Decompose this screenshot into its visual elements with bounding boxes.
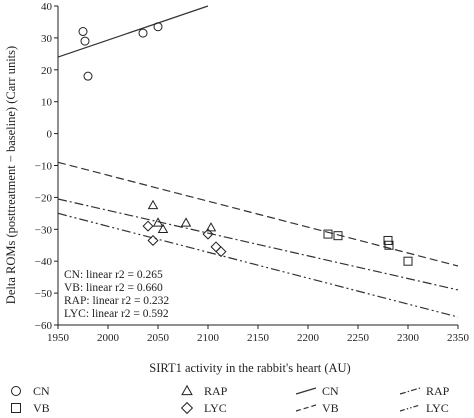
x-tick-label: 2250 <box>347 332 370 344</box>
fit-line-lyc <box>57 212 459 318</box>
x-ticks: 1950 2000 2050 2100 2150 2200 2250 2300 2350 <box>47 325 470 344</box>
point-vb <box>323 229 333 239</box>
y-axis-label: Delta ROMs (posttreatment − baseline) (C… <box>4 46 18 304</box>
point-vb <box>384 240 394 250</box>
legend-label: RAP <box>204 384 228 398</box>
point-lyc <box>142 220 154 232</box>
point-lyc <box>210 241 222 253</box>
fit-annotation: LYC: linear r2 = 0.592 <box>64 308 169 320</box>
legend-marker-lyc <box>180 401 194 415</box>
fit-lines <box>57 5 459 318</box>
y-tick-label: 30 <box>41 33 53 45</box>
y-tick-label: −60 <box>35 320 53 332</box>
x-tick-label: 2050 <box>147 332 170 344</box>
point-rap <box>147 199 159 210</box>
point-lyc <box>147 234 159 246</box>
x-tick-label: 2350 <box>447 332 470 344</box>
y-tick-label: −30 <box>35 224 53 236</box>
legend-line-vb <box>295 404 317 412</box>
legend-line-lyc <box>399 404 421 412</box>
point-cn <box>80 36 90 46</box>
point-rap <box>157 223 169 233</box>
point-lyc <box>215 246 227 258</box>
legend-label: CN <box>33 384 50 398</box>
legend-label: LYC <box>204 401 227 415</box>
point-vb <box>403 256 413 266</box>
fit-annotation: RAP: linear r2 = 0.232 <box>64 295 169 307</box>
y-tick-label: 40 <box>41 1 53 13</box>
point-cn <box>138 28 148 38</box>
legend-label: VB <box>33 401 50 415</box>
x-tick-label: 2200 <box>297 332 320 344</box>
data-points <box>78 22 413 266</box>
point-cn <box>83 71 93 81</box>
y-tick-label: −50 <box>35 288 53 300</box>
legend-label: VB <box>322 401 339 415</box>
point-vb <box>383 235 393 245</box>
point-cn <box>78 27 88 37</box>
x-tick-label: 2100 <box>197 332 220 344</box>
legend-line-rap <box>399 387 421 395</box>
y-ticks: −60 −50 −40 −30 −20 −10 0 10 20 30 40 <box>35 1 58 332</box>
y-tick-label: 20 <box>41 65 53 77</box>
legend-label: LYC <box>426 401 449 415</box>
x-tick-label: 2300 <box>397 332 420 344</box>
legend-marker-vb <box>11 403 21 413</box>
x-tick-label: 2150 <box>247 332 270 344</box>
y-tick-label: −10 <box>35 161 53 173</box>
x-tick-label: 2000 <box>97 332 120 344</box>
point-rap <box>152 217 164 227</box>
y-tick-label: 0 <box>47 129 53 141</box>
fit-annotation: CN: linear r2 = 0.265 <box>64 269 163 281</box>
y-tick-label: −20 <box>35 192 53 204</box>
fit-line-cn <box>57 5 209 58</box>
legend-label: RAP <box>426 384 450 398</box>
point-vb <box>333 231 343 241</box>
fit-line-vb <box>57 161 459 267</box>
legend-marker-rap <box>181 384 193 396</box>
y-tick-label: 10 <box>41 97 53 109</box>
point-cn <box>153 22 163 32</box>
legend-label: CN <box>322 384 339 398</box>
x-axis-label: SIRT1 activity in the rabbit's heart (AU… <box>149 361 350 375</box>
point-lyc <box>202 228 214 240</box>
fit-annotation: VB: linear r2 = 0.660 <box>64 282 163 294</box>
point-rap <box>180 217 192 227</box>
legend-marker-cn <box>11 386 21 396</box>
x-tick-label: 1950 <box>47 332 70 344</box>
y-tick-label: −40 <box>35 256 53 268</box>
fit-line-rap <box>57 198 459 291</box>
point-rap <box>205 222 217 232</box>
legend: CN RAP VB LYC CN RAP VB LYC <box>11 384 450 415</box>
legend-line-cn <box>295 387 317 395</box>
